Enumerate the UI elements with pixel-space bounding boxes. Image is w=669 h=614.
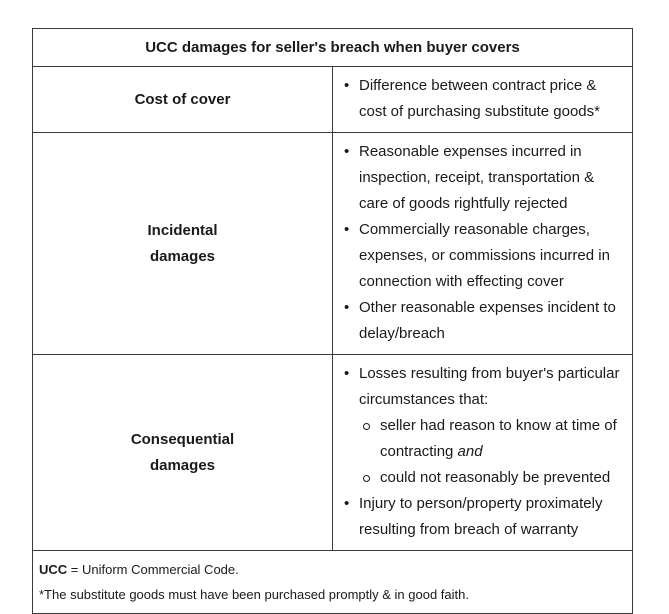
footnote-text: *The substitute goods must have been pur… [39, 587, 469, 602]
emphasis-and: and [457, 443, 483, 460]
sub-list-item-text: seller had reason to know at time of con… [380, 417, 617, 460]
table-row: Cost of cover Difference between contrac… [32, 66, 633, 133]
abbreviation-definition: = Uniform Commercial Code. [67, 562, 239, 577]
ucc-damages-table: UCC damages for seller's breach when buy… [32, 28, 633, 614]
table-title-row: UCC damages for seller's breach when buy… [32, 28, 633, 67]
row-label-cost-of-cover: Cost of cover [32, 66, 333, 133]
label-line: Consequential [130, 430, 235, 448]
row-content-cost-of-cover: Difference between contract price & cost… [332, 66, 633, 133]
label-line: Incidental [147, 221, 218, 239]
footnote-cell: UCC = Uniform Commercial Code. *The subs… [32, 550, 633, 614]
table-title: UCC damages for seller's breach when buy… [32, 28, 633, 67]
table-row: Consequential damages Losses resulting f… [32, 354, 633, 551]
list-item: Reasonable expenses incurred in inspecti… [344, 139, 624, 217]
bullet-list: Losses resulting from buyer's particular… [341, 361, 624, 543]
table-row: Incidental damages Reasonable expenses i… [32, 132, 633, 355]
row-label-consequential-damages: Consequential damages [32, 354, 333, 551]
sub-list-item: seller had reason to know at time of con… [363, 413, 624, 465]
label-line: damages [149, 247, 216, 265]
row-label-incidental-damages: Incidental damages [32, 132, 333, 355]
label-line: damages [149, 456, 216, 474]
footnote-row: UCC = Uniform Commercial Code. *The subs… [32, 550, 633, 614]
list-item: Other reasonable expenses incident to de… [344, 295, 624, 347]
list-item: Injury to person/property proximately re… [344, 491, 624, 543]
sub-bullet-list: seller had reason to know at time of con… [359, 413, 624, 491]
bullet-list: Difference between contract price & cost… [341, 73, 624, 125]
row-content-incidental-damages: Reasonable expenses incurred in inspecti… [332, 132, 633, 355]
row-content-consequential-damages: Losses resulting from buyer's particular… [332, 354, 633, 551]
list-item: Commercially reasonable charges, expense… [344, 217, 624, 295]
abbreviation-note: UCC = Uniform Commercial Code. [39, 557, 626, 582]
bullet-list: Reasonable expenses incurred in inspecti… [341, 139, 624, 347]
list-item: Difference between contract price & cost… [344, 73, 624, 125]
list-item-text: Losses resulting from buyer's particular… [359, 365, 620, 408]
list-item: Losses resulting from buyer's particular… [344, 361, 624, 491]
abbreviation: UCC [39, 562, 68, 577]
sub-list-item: could not reasonably be prevented [363, 465, 624, 491]
